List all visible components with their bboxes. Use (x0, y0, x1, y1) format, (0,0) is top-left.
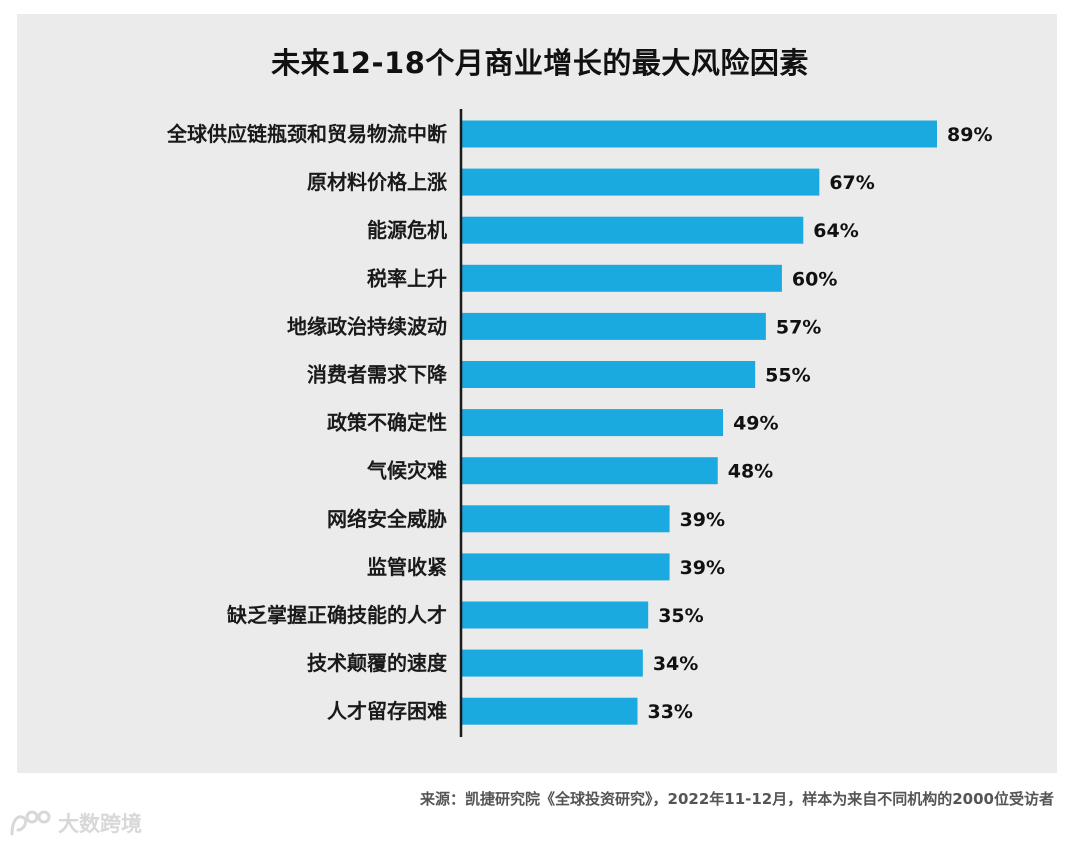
bar-9 (461, 553, 670, 581)
bar-6 (461, 409, 724, 437)
value-label-5: 55% (765, 365, 810, 387)
category-label-9: 监管收紧 (367, 555, 447, 579)
category-label-2: 能源危机 (367, 218, 447, 242)
bar-1 (461, 168, 820, 196)
value-label-3: 60% (792, 268, 837, 290)
value-label-4: 57% (776, 316, 821, 338)
bar-11 (461, 649, 643, 677)
bar-3 (461, 264, 782, 292)
watermark-logo-icon (10, 810, 51, 836)
bar-2 (461, 216, 804, 244)
value-label-11: 34% (653, 653, 698, 675)
category-label-0: 全球供应链瓶颈和贸易物流中断 (166, 122, 447, 146)
bar-12 (461, 697, 638, 725)
watermark-text: 大数跨境 (58, 812, 142, 836)
bars-layer: 全球供应链瓶颈和贸易物流中断 89% 原材料价格上涨 67% 能源危机 64% 税率上升 60… (166, 120, 992, 725)
category-label-10: 缺乏掌握正确技能的人才 (227, 603, 447, 627)
bar-0 (461, 120, 937, 148)
value-label-9: 39% (680, 557, 725, 579)
value-label-1: 67% (829, 172, 874, 194)
value-label-0: 89% (947, 124, 992, 146)
bar-10 (461, 601, 649, 629)
category-label-12: 人才留存困难 (327, 699, 447, 723)
value-label-8: 39% (680, 509, 725, 531)
value-label-6: 49% (733, 413, 778, 435)
source-note: 来源：凯捷研究院《全球投资研究》，2022年11-12月，样本为来自不同机构的2… (420, 790, 1054, 808)
category-label-5: 消费者需求下降 (307, 363, 448, 387)
bar-7 (461, 457, 718, 485)
category-label-8: 网络安全威胁 (327, 507, 447, 531)
category-label-1: 原材料价格上涨 (307, 170, 447, 194)
bar-4 (461, 312, 766, 340)
category-label-11: 技术颠覆的速度 (307, 651, 448, 675)
category-label-4: 地缘政治持续波动 (287, 314, 447, 338)
category-label-7: 气候灾难 (366, 459, 447, 483)
watermark: 大数跨境 (8, 808, 142, 838)
value-label-10: 35% (658, 605, 703, 627)
value-label-2: 64% (813, 220, 858, 242)
chart-title: 未来12-18个月商业增长的最大风险因素 (271, 46, 809, 80)
category-label-3: 税率上升 (367, 266, 447, 290)
category-label-6: 政策不确定性 (327, 411, 447, 435)
bar-8 (461, 505, 670, 533)
value-label-7: 48% (728, 461, 773, 483)
bar-5 (461, 361, 756, 388)
value-label-12: 33% (647, 701, 692, 723)
